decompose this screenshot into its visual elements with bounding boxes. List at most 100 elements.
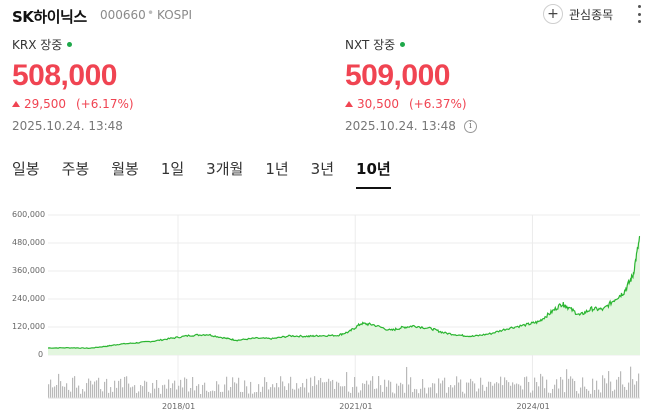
volume-bar [48,384,50,398]
nxt-quote: NXT 장중 509,000 30,500 (+6.37%) 2025.10.2… [345,36,477,133]
volume-bar [208,392,210,398]
volume-bar [292,388,294,398]
volume-bar [268,389,270,398]
tab-monthly[interactable]: 월봉 [111,160,139,178]
volume-bar [154,388,156,398]
volume-bar [510,385,512,398]
price-area [48,236,640,355]
volume-bar [462,391,464,398]
volume-bar [262,386,264,398]
volume-bar [466,382,468,398]
volume-bar [392,392,394,398]
volume-bar [368,384,370,398]
nxt-change-value: 30,500 [357,97,399,111]
volume-bar [252,393,254,398]
volume-bar [354,377,356,398]
tab-3months[interactable]: 3개월 [206,160,244,178]
volume-bar [334,388,336,398]
volume-bar [230,387,232,398]
volume-bar [528,381,530,398]
volume-bar [324,382,326,398]
volume-bar [484,390,486,398]
volume-bar [288,383,290,398]
volume-bar [174,380,176,398]
volume-bar [534,377,536,398]
volume-bar [86,383,88,398]
volume-bar [482,384,484,398]
volume-bar [82,389,84,398]
volume-bar [402,384,404,398]
volume-bar [452,387,454,398]
info-icon[interactable]: i [463,119,477,133]
volume-bar [62,386,64,398]
volume-bar [520,385,522,398]
volume-bar [286,390,288,398]
volume-bar [152,382,154,398]
tab-3years[interactable]: 3년 [310,160,335,178]
volume-bar [564,392,566,398]
volume-bar [620,371,622,398]
volume-bar [476,391,478,398]
y-tick-label: 480,000 [12,238,46,247]
volume-bar [440,383,442,398]
volume-bar [614,389,616,398]
volume-bar [478,388,480,398]
volume-bar [590,393,592,398]
x-tick-label: 2018/01 [161,402,196,411]
volume-bar [496,382,498,398]
volume-bar [428,387,430,398]
volume-bar [638,373,640,398]
volume-bar [172,383,174,398]
x-tick-label: 2024/01 [516,402,550,411]
volume-bar [420,388,422,398]
volume-bar [346,372,348,398]
volume-bar [460,379,462,398]
volume-bar [360,390,362,398]
volume-bar [140,384,142,398]
volume-bar [198,384,200,398]
krx-quote: KRX 장중 508,000 29,500 (+6.17%) 2025.10.2… [12,36,134,133]
volume-bar [108,392,110,398]
volume-bar [494,383,496,398]
volume-bar [398,385,400,398]
volume-bar [280,376,282,398]
volume-bar [376,388,378,398]
volume-bar [634,384,636,398]
krx-price: 508,000 [12,59,117,92]
volume-bar [622,384,624,398]
volume-bar [326,381,328,398]
volume-bar [74,376,76,398]
volume-bar [406,366,408,398]
nxt-price: 509,000 [345,59,450,92]
tab-1year[interactable]: 1년 [265,160,289,178]
volume-bar [448,387,450,398]
volume-bar [524,377,526,398]
volume-bar [390,381,392,398]
volume-bar [542,376,544,398]
add-watchlist-button[interactable]: + 관심종목 [543,3,613,25]
volume-bar [540,373,542,398]
tab-1day[interactable]: 1일 [160,160,185,178]
volume-bar [274,387,276,398]
tab-weekly[interactable]: 주봉 [61,160,90,178]
volume-bar [304,387,306,398]
volume-bar [382,391,384,398]
volume-bar [164,384,166,398]
volume-bar [532,390,534,398]
volume-bar [278,387,280,398]
volume-bar [404,392,406,398]
tab-10years[interactable]: 10년 [356,158,391,189]
volume-bar [576,391,578,398]
volume-bar [342,386,344,398]
tab-daily[interactable]: 일봉 [12,160,40,178]
volume-bar [138,391,140,398]
volume-bar [400,382,402,398]
volume-bar [332,379,334,398]
volume-bar [264,377,266,398]
volume-bar [380,385,382,398]
volume-bar [628,382,630,398]
nxt-change: 30,500 (+6.37%) [345,97,477,111]
volume-bar [238,377,240,398]
volume-bar [258,384,260,398]
more-vertical-icon[interactable] [636,5,642,23]
